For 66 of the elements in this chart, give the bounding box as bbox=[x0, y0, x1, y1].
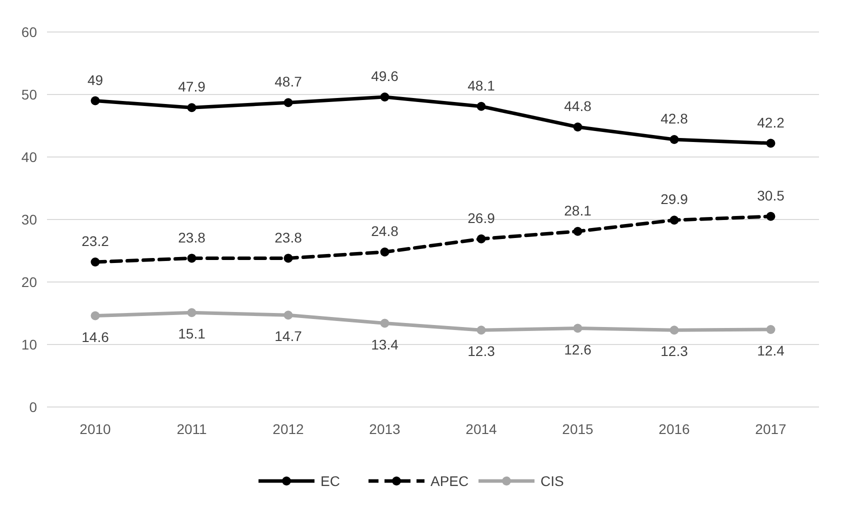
point bbox=[476, 102, 486, 111]
x-tick-label: 2011 bbox=[176, 421, 208, 437]
data-label: 23.8 bbox=[274, 229, 302, 246]
x-tick-label: 2016 bbox=[658, 421, 690, 437]
point bbox=[284, 98, 293, 108]
data-label: 48.7 bbox=[274, 74, 302, 90]
y-tick-label: 20 bbox=[21, 274, 38, 290]
point bbox=[670, 216, 679, 225]
legend-label: EC bbox=[320, 473, 340, 489]
data-label: 44.8 bbox=[564, 98, 592, 114]
point bbox=[187, 254, 196, 263]
point bbox=[90, 258, 100, 266]
point bbox=[187, 308, 196, 318]
x-tick-label: 2013 bbox=[369, 421, 401, 437]
point bbox=[187, 103, 196, 112]
point bbox=[380, 318, 390, 328]
data-label: 29.9 bbox=[660, 191, 688, 208]
y-tick-label: 40 bbox=[21, 149, 38, 165]
x-tick-label: 2010 bbox=[80, 421, 112, 437]
point bbox=[670, 326, 679, 335]
point bbox=[380, 248, 390, 256]
data-label: 24.8 bbox=[371, 223, 399, 239]
data-label: 49 bbox=[87, 72, 104, 88]
y-tick-label: 60 bbox=[21, 24, 38, 40]
data-label: 23.2 bbox=[82, 233, 110, 249]
data-label: 12.6 bbox=[564, 341, 592, 358]
point bbox=[476, 326, 486, 335]
y-tick-label: 10 bbox=[21, 336, 38, 352]
y-tick-label: 0 bbox=[29, 399, 38, 415]
data-label: 49.6 bbox=[371, 68, 399, 84]
y-tick-label: 50 bbox=[21, 86, 38, 102]
x-tick-label: 2012 bbox=[272, 421, 304, 437]
data-label: 42.2 bbox=[757, 114, 785, 130]
point bbox=[766, 325, 776, 334]
data-label: 12.3 bbox=[660, 343, 688, 360]
data-label: 28.1 bbox=[564, 202, 592, 218]
data-label: 30.5 bbox=[757, 187, 785, 204]
data-label: 47.9 bbox=[178, 78, 206, 95]
point bbox=[573, 122, 582, 132]
point bbox=[766, 138, 776, 148]
point bbox=[573, 324, 582, 333]
legend-label: CIS bbox=[540, 473, 564, 489]
data-label: 26.9 bbox=[468, 210, 496, 226]
point bbox=[573, 226, 582, 236]
x-tick-label: 2014 bbox=[466, 421, 498, 437]
point bbox=[284, 254, 293, 263]
point bbox=[380, 92, 390, 102]
data-label: 14.6 bbox=[82, 328, 110, 345]
x-tick-label: 2017 bbox=[755, 421, 787, 437]
data-label: 12.4 bbox=[757, 342, 785, 358]
data-label: 23.8 bbox=[178, 229, 206, 246]
point bbox=[766, 212, 776, 221]
y-tick-label: 30 bbox=[21, 212, 38, 228]
point bbox=[670, 135, 679, 144]
x-tick-label: 2015 bbox=[562, 421, 594, 437]
data-label: 14.7 bbox=[274, 328, 302, 344]
data-label: 13.4 bbox=[371, 336, 399, 352]
point bbox=[284, 310, 293, 320]
point bbox=[90, 311, 100, 320]
data-label: 15.1 bbox=[178, 326, 206, 342]
data-label: 48.1 bbox=[468, 77, 496, 94]
legend-label: APEC bbox=[430, 473, 469, 489]
data-label: 12.3 bbox=[468, 343, 496, 360]
data-label: 42.8 bbox=[660, 110, 688, 126]
point bbox=[90, 96, 100, 106]
point bbox=[476, 234, 486, 244]
